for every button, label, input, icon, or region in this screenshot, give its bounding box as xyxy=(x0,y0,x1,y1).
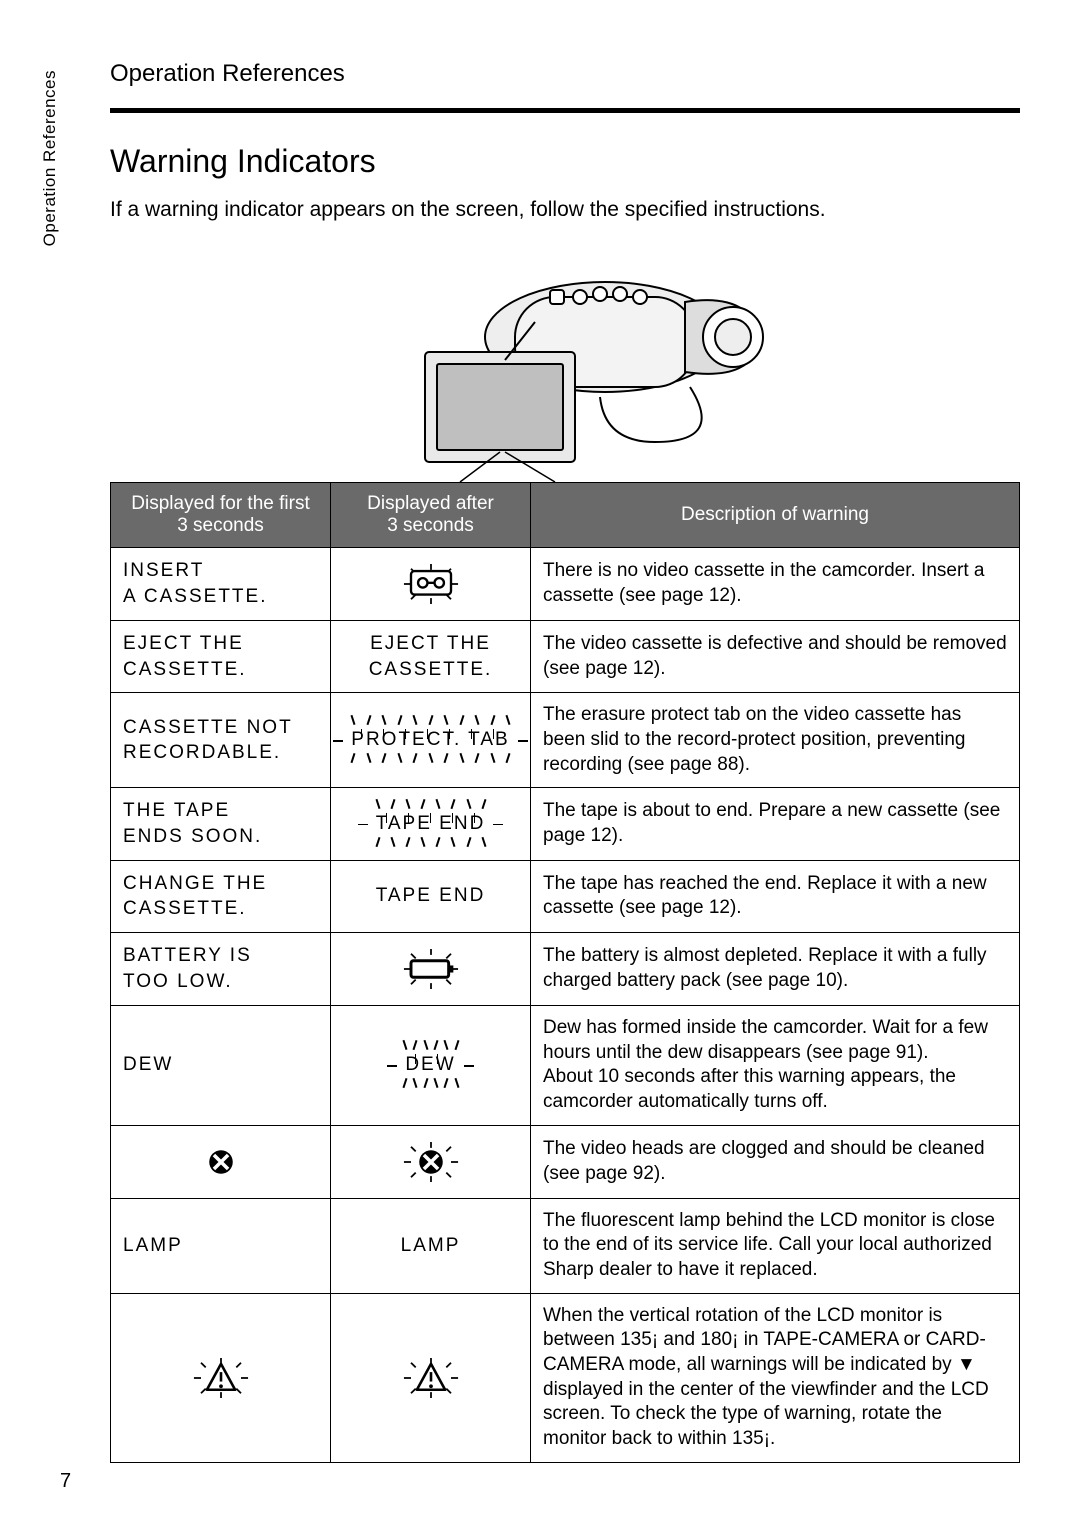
table-row: INSERTA CASSETTE. There is no video casse… xyxy=(111,548,1020,621)
table-row: DEW DEW Dew has formed inside the camcor… xyxy=(111,1005,1020,1125)
table-row: LAMP LAMP The fluorescent lamp behind the … xyxy=(111,1198,1020,1293)
display-text: CASSETTE NOTRECORDABLE. xyxy=(123,715,318,766)
display-text: BATTERY ISTOO LOW. xyxy=(123,943,318,994)
warning-table: Displayed for the first3 seconds Display… xyxy=(110,482,1020,1463)
display-text: TAPE END xyxy=(343,883,518,909)
table-header-desc: Description of warning xyxy=(531,483,1020,548)
flashing-text: PROTECT. TAB xyxy=(345,717,515,763)
display-text: THE TAPEENDS SOON. xyxy=(123,798,318,849)
description-cell: When the vertical rotation of the LCD mo… xyxy=(531,1293,1020,1462)
description-cell: The erasure protect tab on the video cas… xyxy=(531,693,1020,788)
flashing-text: TAPE END xyxy=(370,801,492,847)
breadcrumb: Operation References xyxy=(110,60,1020,88)
description-cell: The video cassette is defective and shou… xyxy=(531,621,1020,693)
table-row: THE TAPEENDS SOON. TAPE END The tape is … xyxy=(111,788,1020,860)
display-text: EJECT THECASSETTE. xyxy=(123,631,318,682)
display-text: LAMP xyxy=(343,1233,518,1259)
alert-flash-icon xyxy=(190,1358,252,1398)
description-cell: The fluorescent lamp behind the LCD moni… xyxy=(531,1198,1020,1293)
battery-flash-icon xyxy=(400,949,462,989)
clog-icon xyxy=(190,1142,252,1182)
page-number: 7 xyxy=(60,1470,71,1493)
display-text: CHANGE THECASSETTE. xyxy=(123,871,318,922)
display-text: EJECT THECASSETTE. xyxy=(343,631,518,682)
camcorder-illustration xyxy=(110,242,1020,482)
cassette-flash-icon xyxy=(400,564,462,604)
display-text: DEW xyxy=(123,1052,318,1078)
table-header-first: Displayed for the first3 seconds xyxy=(111,483,331,548)
table-row: When the vertical rotation of the LCD mo… xyxy=(111,1293,1020,1462)
description-cell: The battery is almost depleted. Replace … xyxy=(531,932,1020,1005)
clog-flash-icon xyxy=(400,1142,462,1182)
description-cell: There is no video cassette in the camcor… xyxy=(531,548,1020,621)
description-cell: The tape has reached the end. Replace it… xyxy=(531,860,1020,932)
table-row: The video heads are clogged and should b… xyxy=(111,1125,1020,1198)
alert-flash-icon xyxy=(400,1358,462,1398)
flashing-text: DEW xyxy=(399,1042,461,1088)
table-header-after: Displayed after3 seconds xyxy=(331,483,531,548)
side-tab: Operation References xyxy=(40,70,60,246)
intro-text: If a warning indicator appears on the sc… xyxy=(110,198,1020,222)
section-rule xyxy=(110,108,1020,113)
table-row: CASSETTE NOTRECORDABLE. PROTECT. TAB The… xyxy=(111,693,1020,788)
display-text: INSERTA CASSETTE. xyxy=(123,558,318,609)
table-row: EJECT THECASSETTE. EJECT THECASSETTE. The … xyxy=(111,621,1020,693)
description-cell: The tape is about to end. Prepare a new … xyxy=(531,788,1020,860)
page-title: Warning Indicators xyxy=(110,143,1020,180)
table-row: CHANGE THECASSETTE. TAPE END The tape has … xyxy=(111,860,1020,932)
description-cell: The video heads are clogged and should b… xyxy=(531,1125,1020,1198)
display-text: LAMP xyxy=(123,1233,318,1259)
table-row: BATTERY ISTOO LOW. The battery is almost … xyxy=(111,932,1020,1005)
description-cell: Dew has formed inside the camcorder. Wai… xyxy=(531,1005,1020,1125)
